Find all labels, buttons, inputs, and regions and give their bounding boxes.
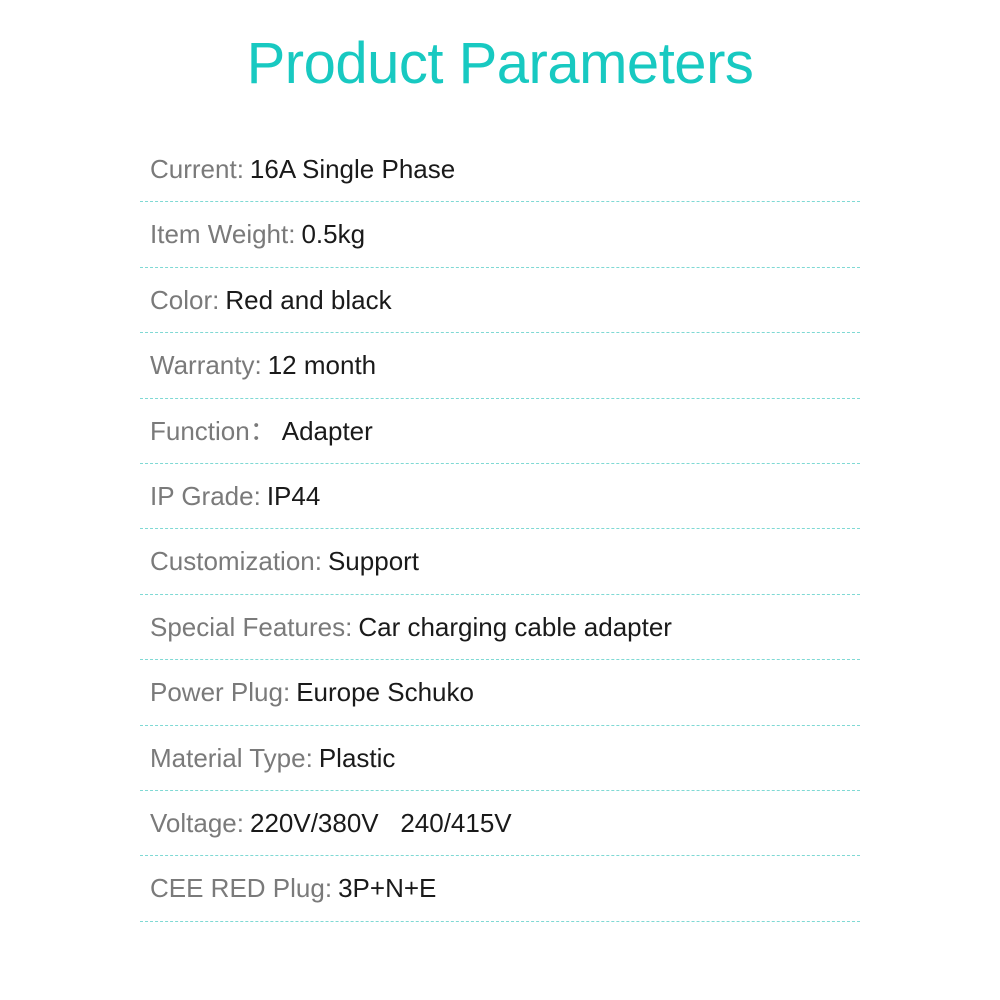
parameter-value: 3P+N+E [338,870,436,906]
parameter-row: Warranty:12 month [140,333,860,398]
parameter-value: IP44 [267,478,321,514]
parameter-label: CEE RED Plug: [150,870,332,906]
parameter-label: Item Weight: [150,216,295,252]
parameter-row: Material Type: Plastic [140,726,860,791]
parameter-label: IP Grade: [150,478,261,514]
parameter-row: Current:16A Single Phase [140,137,860,202]
parameter-value: Adapter [282,413,373,449]
parameter-value: 220V/380V 240/415V [250,805,512,841]
parameter-row: Item Weight:0.5kg [140,202,860,267]
parameter-label: Current: [150,151,244,187]
parameter-label: Voltage: [150,805,244,841]
parameter-row: CEE RED Plug:3P+N+E [140,856,860,921]
parameter-list: Current:16A Single PhaseItem Weight:0.5k… [140,137,860,922]
parameter-row: Power Plug:Europe Schuko [140,660,860,725]
parameter-row: Customization:Support [140,529,860,594]
parameter-value: Car charging cable adapter [358,609,672,645]
page-title: Product Parameters [140,30,860,97]
parameter-value: 16A Single Phase [250,151,455,187]
parameter-value: Red and black [225,282,391,318]
parameter-row: Special Features:Car charging cable adap… [140,595,860,660]
parameter-label: Power Plug: [150,674,290,710]
parameter-value: Plastic [319,740,396,776]
parameter-value: Europe Schuko [296,674,474,710]
parameter-value: 12 month [268,347,376,383]
parameter-row: IP Grade:IP44 [140,464,860,529]
parameter-label: Customization: [150,543,322,579]
parameter-label: Function： [150,413,276,449]
parameter-row: Voltage:220V/380V 240/415V [140,791,860,856]
parameter-label: Material Type: [150,740,313,776]
parameter-label: Color: [150,282,219,318]
parameters-panel: Product Parameters Current:16A Single Ph… [0,0,1000,922]
parameter-value: 0.5kg [301,216,365,252]
parameter-row: Color:Red and black [140,268,860,333]
parameter-value: Support [328,543,419,579]
parameter-label: Special Features: [150,609,352,645]
parameter-label: Warranty: [150,347,262,383]
parameter-row: Function：Adapter [140,399,860,464]
